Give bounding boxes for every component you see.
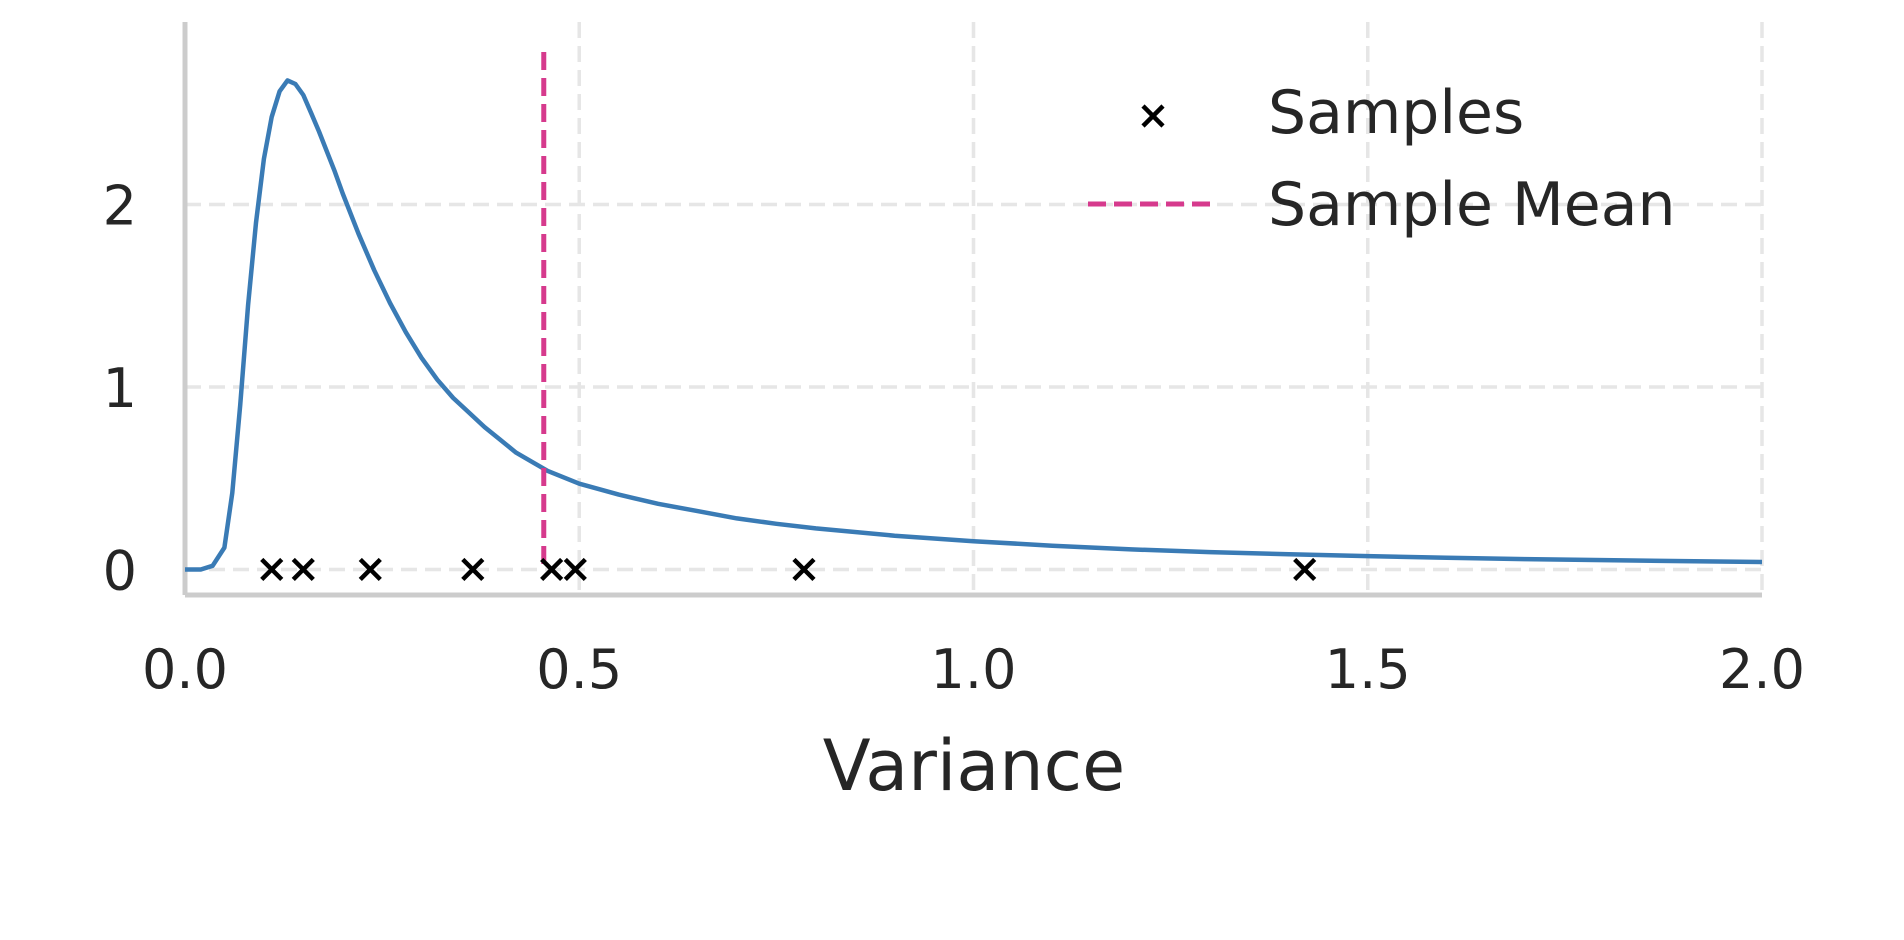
x-tick-label: 0.0	[142, 638, 228, 701]
density-curve	[185, 78, 1763, 572]
sample-marker	[563, 557, 587, 582]
sample-marker-stroke	[260, 557, 284, 582]
sample-marker-stroke	[461, 557, 485, 582]
sample-marker-stroke	[792, 557, 816, 582]
sample-marker	[461, 557, 485, 582]
samples-layer	[260, 557, 1317, 582]
curve-layer	[185, 78, 1763, 572]
sample-marker	[1293, 557, 1317, 582]
sample-marker-stroke	[540, 557, 564, 582]
x-axis-label: Variance	[823, 725, 1125, 807]
x-tick-label: 1.0	[931, 638, 1017, 701]
sample-marker-stroke	[563, 557, 587, 582]
legend: Samples Sample Mean	[1088, 78, 1676, 240]
sample-marker	[792, 557, 816, 582]
axis-spines	[182, 22, 1762, 598]
y-tick-label: 2	[103, 174, 137, 237]
sample-marker-stroke	[291, 557, 315, 582]
x-tick-label: 2.0	[1719, 638, 1805, 701]
sample-marker-stroke	[358, 557, 382, 582]
sample-marker	[291, 557, 315, 582]
sample-marker-stroke	[1293, 557, 1317, 582]
y-tick-label: 1	[103, 357, 137, 420]
sample-marker	[358, 557, 382, 582]
x-tick-labels: 0.0 0.5 1.0 1.5 2.0	[142, 638, 1805, 701]
x-tick-label: 0.5	[536, 638, 622, 701]
x-tick-label: 1.5	[1325, 638, 1411, 701]
sample-marker	[540, 557, 564, 582]
legend-samples-marker	[1141, 104, 1165, 128]
y-tick-label: 0	[103, 539, 137, 602]
legend-mean-label: Sample Mean	[1268, 170, 1676, 240]
grid-lines	[183, 22, 1764, 595]
legend-samples-label: Samples	[1268, 78, 1524, 148]
sample-marker	[260, 557, 284, 582]
y-tick-labels: 0 1 2	[103, 174, 137, 602]
